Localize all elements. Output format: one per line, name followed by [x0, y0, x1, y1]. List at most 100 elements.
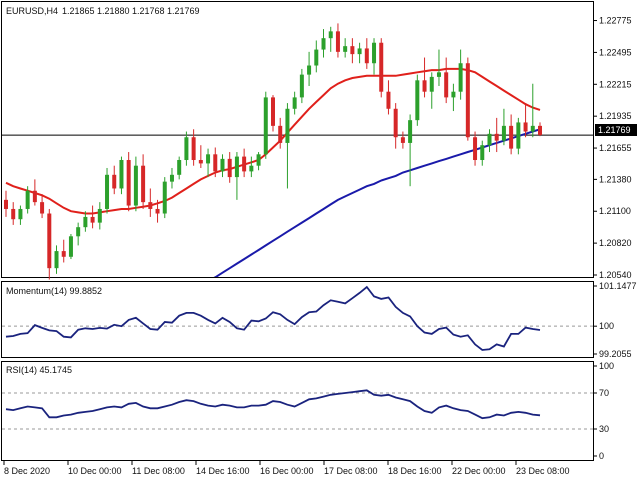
candle-body [177, 160, 182, 175]
candle-body [480, 145, 485, 161]
candle-body [516, 122, 521, 149]
candle-body [350, 46, 355, 55]
candle [126, 152, 131, 212]
momentum-pane-frame [1, 281, 594, 358]
candle [206, 148, 211, 178]
price-tick-label: 1.22215 [599, 79, 632, 89]
price-tick-label: 1.20820 [599, 238, 632, 248]
price-pane-frame [1, 1, 594, 278]
candle [307, 51, 312, 87]
candle-body [335, 31, 340, 52]
candle-body [321, 38, 326, 50]
candle-body [242, 156, 247, 172]
candle [177, 156, 182, 180]
candle-body [436, 72, 441, 77]
candle [263, 91, 268, 159]
candle-body [25, 190, 30, 209]
rsi-tick-label: 70 [599, 388, 609, 398]
candle-body [11, 208, 16, 220]
candle [393, 103, 398, 149]
symbol-label: EURUSD,H4 [6, 6, 58, 16]
candle [494, 117, 499, 153]
candle [335, 23, 340, 58]
price-tick-label: 1.21935 [599, 111, 632, 121]
candle-body [343, 46, 348, 52]
candle-body [314, 49, 319, 66]
axes: 1.22775 1.22495 1.22215 1.21935 1.21655 1.213… [3, 16, 637, 476]
momentum-label: Momentum(14) 99.8852 [6, 286, 102, 296]
current-price-label: 1.21769 [598, 125, 631, 135]
candle [61, 239, 66, 263]
candle [18, 205, 23, 225]
rsi-tick-label: 30 [599, 424, 609, 434]
candle [249, 156, 254, 178]
time-tick-label: 14 Dec 16:00 [196, 466, 250, 476]
candle [105, 167, 110, 214]
candle [458, 49, 463, 100]
candle [480, 140, 485, 166]
candle-body [213, 154, 218, 172]
candle-body [234, 156, 239, 178]
candle [227, 152, 232, 183]
candle [501, 108, 506, 146]
candle [76, 222, 81, 246]
candle-body [162, 181, 167, 214]
candle-body [54, 251, 59, 269]
candle-body [509, 125, 514, 149]
candle [191, 129, 196, 166]
rsi-pane-frame [1, 361, 594, 461]
candle-body [68, 236, 73, 257]
time-tick-label: 22 Dec 00:00 [452, 466, 506, 476]
candle-body [451, 91, 456, 98]
candle [314, 40, 319, 73]
sma-short-line [5, 67, 541, 215]
price-series [2, 23, 594, 280]
candle-body [133, 165, 138, 206]
candle-body [523, 122, 528, 132]
candle [155, 199, 160, 223]
momentum-line [5, 285, 541, 351]
candle [415, 74, 420, 126]
candle [364, 38, 369, 69]
candle [523, 103, 528, 138]
momentum-series [2, 285, 594, 351]
candle [400, 131, 405, 149]
candle [509, 114, 514, 155]
candle [198, 145, 203, 168]
rsi-line [5, 389, 541, 420]
price-tick-label: 1.22775 [599, 16, 632, 26]
candle [473, 131, 478, 166]
candle-body [263, 97, 268, 155]
low-value: 1.21768 [132, 6, 165, 16]
candle [119, 156, 124, 195]
sma-long-line [213, 128, 541, 277]
candle-body [429, 76, 434, 92]
candle [271, 95, 275, 132]
time-tick-label: 17 Dec 08:00 [324, 466, 378, 476]
candle-body [357, 48, 362, 55]
candle [451, 83, 456, 112]
candle-body [191, 137, 196, 161]
high-value: 1.21880 [97, 6, 130, 16]
momentum-tick-label: 101.1477 [599, 281, 637, 291]
candle-body [18, 208, 23, 220]
candle [285, 103, 290, 189]
candle-body [105, 174, 110, 209]
price-tick-label: 1.22495 [599, 47, 632, 57]
candle-body [386, 91, 391, 109]
candle-body [408, 120, 413, 143]
candle [47, 208, 52, 280]
candle [141, 154, 146, 209]
candle-body [249, 165, 254, 172]
candle [25, 186, 30, 214]
candle-body [61, 251, 66, 257]
candle-body [198, 160, 203, 164]
candle [321, 29, 326, 58]
candle-body [400, 137, 405, 143]
price-tick-label: 1.21380 [599, 174, 632, 184]
candle [379, 38, 384, 98]
time-tick-label: 8 Dec 2020 [4, 466, 50, 476]
candle-body [155, 208, 160, 214]
rsi-label: RSI(14) 45.1745 [6, 365, 72, 375]
candle-body [220, 158, 225, 172]
